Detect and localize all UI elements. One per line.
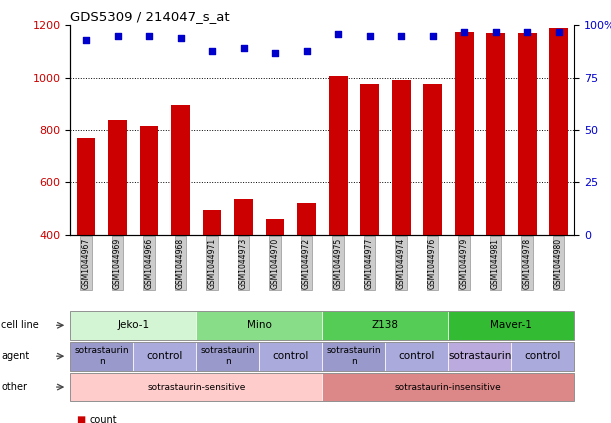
Text: sotrastaurin
n: sotrastaurin n — [75, 346, 129, 366]
Bar — [549, 28, 568, 339]
Text: Z138: Z138 — [372, 320, 399, 330]
Text: ■: ■ — [76, 415, 86, 423]
Bar — [171, 105, 190, 339]
Text: control: control — [398, 351, 435, 361]
Bar — [486, 33, 505, 339]
Text: Maver-1: Maver-1 — [491, 320, 532, 330]
Text: sotrastaurin: sotrastaurin — [448, 351, 511, 361]
Point — [144, 33, 154, 39]
Text: control: control — [273, 351, 309, 361]
Text: control: control — [525, 351, 561, 361]
Point — [554, 28, 563, 35]
Point — [491, 28, 500, 35]
Point — [522, 28, 532, 35]
Point — [459, 28, 469, 35]
Point — [428, 33, 437, 39]
Bar — [518, 33, 536, 339]
Text: cell line: cell line — [1, 320, 39, 330]
Text: sotrastaurin
n: sotrastaurin n — [326, 346, 381, 366]
Point — [81, 37, 91, 44]
Point — [365, 33, 375, 39]
Bar — [139, 126, 158, 339]
Text: other: other — [1, 382, 27, 392]
Text: sotrastaurin-insensitive: sotrastaurin-insensitive — [395, 382, 502, 392]
Bar — [455, 32, 474, 339]
Point — [302, 47, 312, 54]
Bar — [297, 203, 316, 339]
Point — [333, 30, 343, 37]
Point — [112, 33, 122, 39]
Text: Mino: Mino — [247, 320, 272, 330]
Point — [239, 45, 249, 52]
Text: count: count — [90, 415, 117, 423]
Text: control: control — [147, 351, 183, 361]
Bar — [423, 84, 442, 339]
Point — [396, 33, 406, 39]
Bar — [203, 210, 221, 339]
Text: agent: agent — [1, 351, 29, 361]
Text: sotrastaurin
n: sotrastaurin n — [200, 346, 255, 366]
Text: sotrastaurin-sensitive: sotrastaurin-sensitive — [147, 382, 246, 392]
Bar — [108, 120, 127, 339]
Bar — [329, 77, 348, 339]
Point — [175, 35, 185, 41]
Bar — [76, 138, 95, 339]
Text: Jeko-1: Jeko-1 — [117, 320, 149, 330]
Text: GDS5309 / 214047_s_at: GDS5309 / 214047_s_at — [70, 10, 230, 23]
Point — [270, 49, 280, 56]
Bar — [392, 80, 411, 339]
Bar — [266, 219, 285, 339]
Bar — [360, 84, 379, 339]
Point — [207, 47, 217, 54]
Bar — [234, 199, 253, 339]
